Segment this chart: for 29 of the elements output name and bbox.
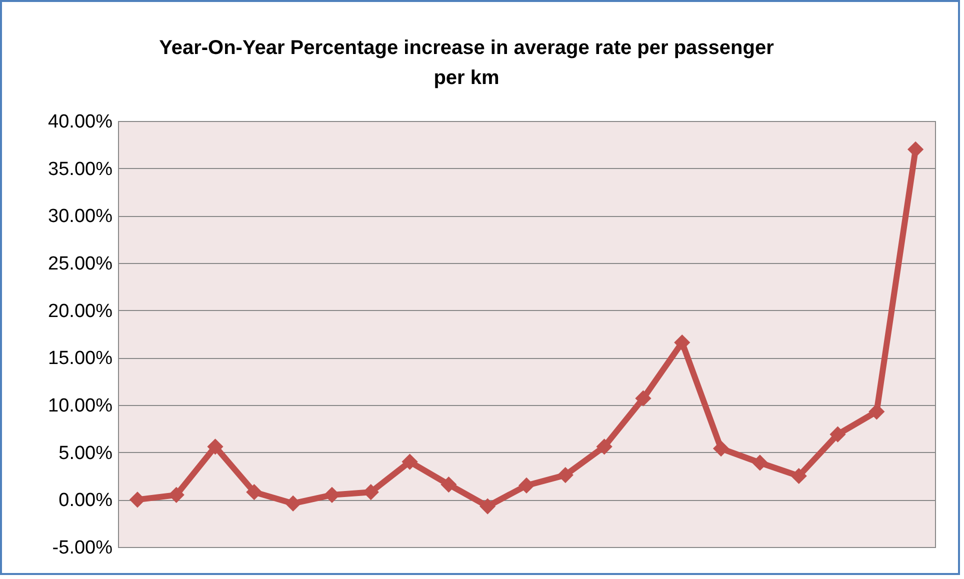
point [480,498,496,514]
y-tick-label: 25.00% [48,254,113,274]
point [246,484,262,500]
point [518,477,535,494]
y-tick-label: 30.00% [48,206,113,228]
point [402,454,418,470]
point [830,426,846,442]
y-tick-label: -5.00% [52,538,113,558]
point [907,141,924,158]
y-tick-label: 0.00% [58,490,113,512]
chart-title: Year-On-Year Percentage increase in average rate per passenger per km [159,37,774,89]
point [207,438,224,455]
point [752,454,768,471]
point [596,438,612,455]
point [868,404,885,420]
point [635,390,652,406]
point [285,495,302,512]
y-tick-label: 5.00% [58,442,113,464]
point [790,468,807,484]
point [712,440,730,457]
y-tick-label: 20.00% [48,300,113,322]
point [440,476,457,493]
point [557,466,574,484]
y-tick-label: 15.00% [48,348,113,370]
point [674,334,690,351]
y-tick-label: 35.00% [48,158,113,180]
y-tick-label: 40.00% [48,112,113,132]
y-tick-label: 10.00% [48,396,113,416]
point [168,486,184,503]
